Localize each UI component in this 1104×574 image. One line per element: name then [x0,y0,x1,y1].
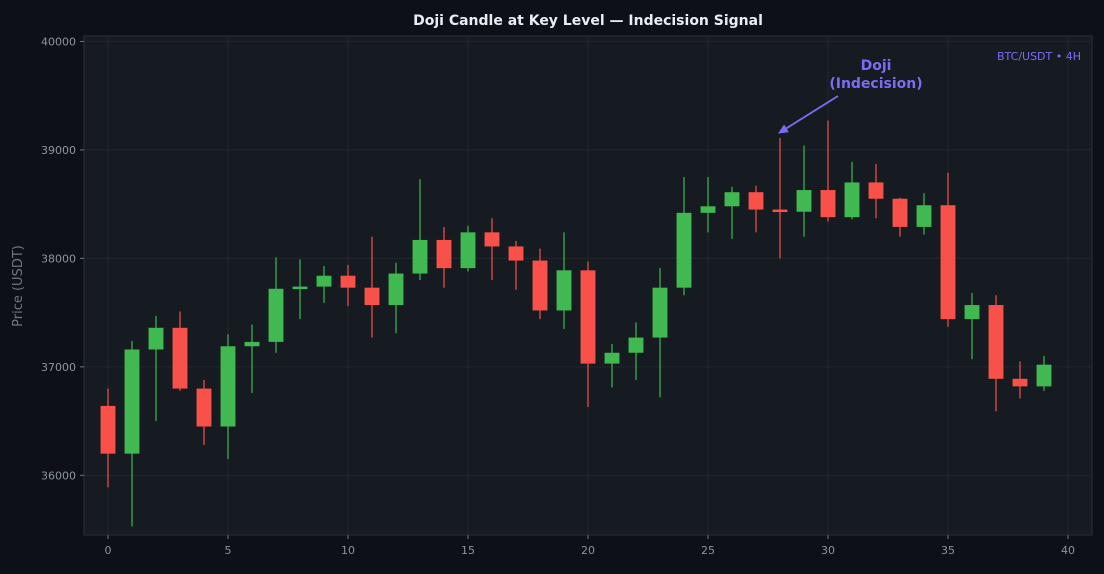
candle-body [940,205,956,320]
candle-body [508,246,524,261]
candle-body [172,327,188,389]
candle-body [652,287,668,338]
annotation-line-2: (Indecision) [829,76,922,92]
candle-body [796,190,812,212]
candle-body [844,182,860,218]
candle-body [1036,364,1052,387]
candle-body [700,206,716,213]
candle-body [196,388,212,427]
candle-body [100,405,116,454]
y-tick-label: 38000 [41,252,76,265]
candle-body [292,286,308,290]
annotation-line-1: Doji [861,58,892,74]
candle-body [1012,378,1028,387]
watermark-label: BTC/USDT • 4H [997,50,1081,63]
annotation-arrow [785,95,839,130]
candle-body [364,287,380,306]
candle-body [916,205,932,227]
x-tick-label: 35 [941,544,955,557]
y-tick-label: 36000 [41,469,76,482]
candle-body [748,192,764,210]
candle-body [868,182,884,199]
y-tick-label: 37000 [41,361,76,374]
candle-body [772,209,788,213]
candle-body [460,232,476,269]
candle-body [268,288,284,342]
x-tick-label: 15 [461,544,475,557]
candles [100,120,1052,527]
candle-body [532,260,548,311]
doji-annotation: Doji (Indecision) [778,58,923,134]
candle-body [556,270,572,311]
x-axis: 0 5 10 15 20 25 30 35 40 [105,535,1075,557]
x-tick-label: 0 [105,544,112,557]
candle-body [820,190,836,218]
candle-body [340,275,356,288]
y-axis-label: Price (USDT) [11,245,26,327]
grid-lines [84,36,1092,535]
candle-body [892,198,908,227]
y-tick-label: 40000 [41,35,76,48]
x-tick-label: 30 [821,544,835,557]
candle-body [724,192,740,207]
y-axis: 36000 37000 38000 39000 40000 [41,35,84,482]
candle-body [388,273,404,306]
candle-body [412,239,428,274]
x-tick-label: 10 [341,544,355,557]
x-tick-label: 25 [701,544,715,557]
candle-body [676,212,692,288]
candle-body [964,305,980,320]
candle-body [244,341,260,347]
annotation-arrowhead [778,124,789,134]
candle-body [148,327,164,350]
candle-body [436,239,452,269]
candle-body [988,305,1004,379]
candle-body [484,232,500,247]
candle-body [220,346,236,427]
x-tick-label: 40 [1061,544,1075,557]
chart-title: Doji Candle at Key Level — Indecision Si… [413,13,763,29]
x-tick-label: 5 [225,544,232,557]
y-tick-label: 39000 [41,144,76,157]
x-tick-label: 20 [581,544,595,557]
candle-body [124,349,140,454]
candle-body [604,352,620,364]
candle-body [628,337,644,353]
candle-body [316,275,332,287]
candle-body [580,270,596,364]
